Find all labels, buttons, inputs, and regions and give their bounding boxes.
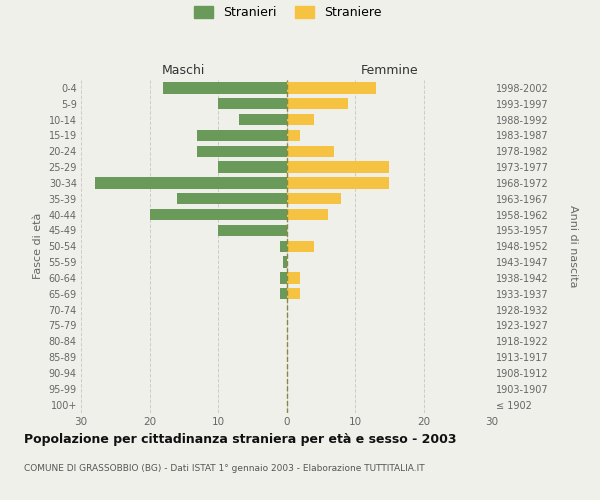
Bar: [280, 288, 287, 300]
Y-axis label: Fasce di età: Fasce di età: [33, 213, 43, 280]
Bar: [218, 162, 287, 173]
Bar: [197, 130, 287, 141]
Text: COMUNE DI GRASSOBBIO (BG) - Dati ISTAT 1° gennaio 2003 - Elaborazione TUTTITALIA: COMUNE DI GRASSOBBIO (BG) - Dati ISTAT 1…: [24, 464, 425, 473]
Bar: [287, 130, 300, 141]
Bar: [239, 114, 287, 126]
Bar: [287, 162, 389, 173]
Bar: [163, 82, 287, 94]
Bar: [218, 98, 287, 110]
Legend: Stranieri, Straniere: Stranieri, Straniere: [194, 6, 382, 19]
Bar: [95, 177, 287, 188]
Bar: [280, 240, 287, 252]
Bar: [218, 224, 287, 236]
Bar: [149, 209, 287, 220]
Bar: [287, 209, 328, 220]
Text: Popolazione per cittadinanza straniera per età e sesso - 2003: Popolazione per cittadinanza straniera p…: [24, 432, 457, 446]
Bar: [287, 177, 389, 188]
Bar: [287, 82, 376, 94]
Text: Maschi: Maschi: [162, 64, 205, 78]
Y-axis label: Anni di nascita: Anni di nascita: [568, 205, 578, 288]
Bar: [287, 146, 334, 157]
Bar: [287, 193, 341, 204]
Bar: [197, 146, 287, 157]
Bar: [287, 272, 300, 283]
Bar: [287, 114, 314, 126]
Bar: [177, 193, 287, 204]
Bar: [280, 272, 287, 283]
Text: Femmine: Femmine: [361, 64, 418, 78]
Bar: [287, 240, 314, 252]
Bar: [287, 98, 348, 110]
Bar: [283, 256, 287, 268]
Bar: [287, 288, 300, 300]
